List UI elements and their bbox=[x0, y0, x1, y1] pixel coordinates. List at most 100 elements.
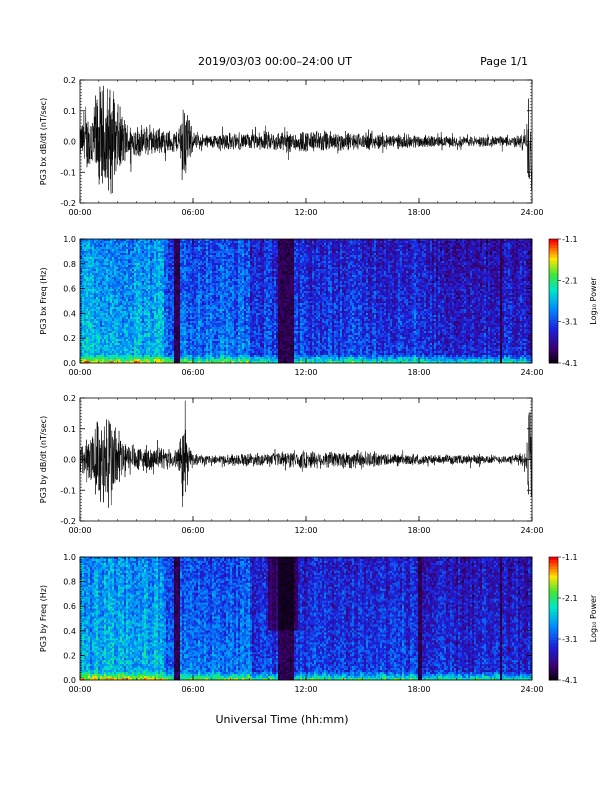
spectrogram-cell bbox=[166, 299, 168, 301]
spectrogram-cell bbox=[164, 315, 166, 317]
spectrogram-cell bbox=[224, 257, 226, 259]
spectrogram-cell bbox=[186, 251, 188, 253]
spectrogram-cell bbox=[100, 353, 102, 355]
spectrogram-cell bbox=[206, 355, 208, 357]
spectrogram-cell bbox=[112, 243, 114, 245]
spectrogram-cell bbox=[194, 317, 196, 319]
spectrogram-cell bbox=[214, 353, 216, 355]
spectrogram-cell bbox=[168, 245, 170, 247]
spectrogram-cell bbox=[104, 259, 106, 261]
spectrogram-cell bbox=[142, 241, 144, 243]
spectrogram-cell bbox=[172, 359, 174, 361]
spectrogram-cell bbox=[214, 255, 216, 257]
spectrogram-cell bbox=[206, 295, 208, 297]
spectrogram-cell bbox=[200, 347, 202, 349]
spectrogram-cell bbox=[114, 305, 116, 307]
spectrogram-cell bbox=[160, 357, 162, 359]
spectrogram-cell bbox=[226, 273, 228, 275]
spectrogram-cell bbox=[158, 283, 160, 285]
spectrogram-cell bbox=[210, 327, 212, 329]
spectrogram-cell bbox=[150, 319, 152, 321]
spectrogram-cell bbox=[130, 303, 132, 305]
spectrogram-cell bbox=[220, 277, 222, 279]
spectrogram-cell bbox=[124, 323, 126, 325]
spectrogram-cell bbox=[172, 331, 174, 333]
spectrogram-cell bbox=[208, 359, 210, 361]
spectrogram-cell bbox=[232, 279, 234, 281]
spectrogram-cell bbox=[134, 309, 136, 311]
spectrogram-cell bbox=[194, 293, 196, 295]
spectrogram-cell bbox=[86, 351, 88, 353]
spectrogram-cell bbox=[202, 357, 204, 359]
spectrogram-cell bbox=[110, 305, 112, 307]
spectrogram-cell bbox=[112, 259, 114, 261]
spectrogram-cell bbox=[164, 265, 166, 267]
spectrogram-cell bbox=[86, 299, 88, 301]
spectrogram-cell bbox=[92, 285, 94, 287]
spectrogram-cell bbox=[186, 345, 188, 347]
spectrogram-cell bbox=[98, 355, 100, 357]
spectrogram-cell bbox=[184, 339, 186, 341]
spectrogram-cell bbox=[138, 319, 140, 321]
spectrogram-cell bbox=[196, 289, 198, 291]
spectrogram-cell bbox=[216, 339, 218, 341]
spectrogram-cell bbox=[142, 341, 144, 343]
spectrogram-cell bbox=[232, 287, 234, 289]
spectrogram-cell bbox=[126, 303, 128, 305]
spectrogram-cell bbox=[198, 271, 200, 273]
spectrogram-cell bbox=[182, 279, 184, 281]
spectrogram-cell bbox=[160, 333, 162, 335]
spectrogram-cell bbox=[136, 341, 138, 343]
spectrogram-cell bbox=[176, 245, 178, 247]
spectrogram-cell bbox=[168, 295, 170, 297]
spectrogram-cell bbox=[84, 353, 86, 355]
spectrogram-cell bbox=[170, 249, 172, 251]
spectrogram-cell bbox=[216, 299, 218, 301]
spectrogram-cell bbox=[154, 271, 156, 273]
spectrogram-cell bbox=[186, 305, 188, 307]
spectrogram-cell bbox=[138, 275, 140, 277]
spectrogram-cell bbox=[102, 301, 104, 303]
spectrogram-cell bbox=[206, 347, 208, 349]
spectrogram-cell bbox=[146, 331, 148, 333]
spectrogram-cell bbox=[210, 335, 212, 337]
spectrogram-cell bbox=[104, 255, 106, 257]
spectrogram-cell bbox=[102, 297, 104, 299]
spectrogram-cell bbox=[184, 301, 186, 303]
spectrogram-cell bbox=[172, 351, 174, 353]
spectrogram-cell bbox=[106, 255, 108, 257]
spectrogram-cell bbox=[168, 337, 170, 339]
spectrogram-cell bbox=[86, 341, 88, 343]
spectrogram-cell bbox=[134, 295, 136, 297]
spectrogram-cell bbox=[226, 313, 228, 315]
spectrogram-cell bbox=[116, 349, 118, 351]
spectrogram-cell bbox=[162, 299, 164, 301]
spectrogram-cell bbox=[96, 339, 98, 341]
spectrogram-cell bbox=[204, 277, 206, 279]
spectrogram-cell bbox=[138, 281, 140, 283]
spectrogram-cell bbox=[158, 317, 160, 319]
spectrogram-cell bbox=[154, 357, 156, 359]
spectrogram-cell bbox=[126, 287, 128, 289]
spectrogram-cell bbox=[84, 343, 86, 345]
spectrogram-cell bbox=[152, 275, 154, 277]
spectrogram-cell bbox=[182, 343, 184, 345]
spectrogram-cell bbox=[206, 271, 208, 273]
spectrogram-cell bbox=[98, 269, 100, 271]
spectrogram-cell bbox=[140, 345, 142, 347]
spectrogram-cell bbox=[118, 281, 120, 283]
spectrogram-cell bbox=[140, 263, 142, 265]
spectrogram-cell bbox=[146, 259, 148, 261]
spectrogram-cell bbox=[130, 329, 132, 331]
spectrogram-cell bbox=[154, 313, 156, 315]
spectrogram-cell bbox=[118, 279, 120, 281]
spectrogram-cell bbox=[186, 303, 188, 305]
spectrogram-cell bbox=[144, 303, 146, 305]
spectrogram-cell bbox=[186, 241, 188, 243]
spectrogram-cell bbox=[202, 343, 204, 345]
spectrogram-cell bbox=[140, 257, 142, 259]
spectrogram-cell bbox=[210, 293, 212, 295]
spectrogram-cell bbox=[218, 295, 220, 297]
spectrogram-cell bbox=[230, 359, 232, 361]
spectrogram-cell bbox=[180, 317, 182, 319]
